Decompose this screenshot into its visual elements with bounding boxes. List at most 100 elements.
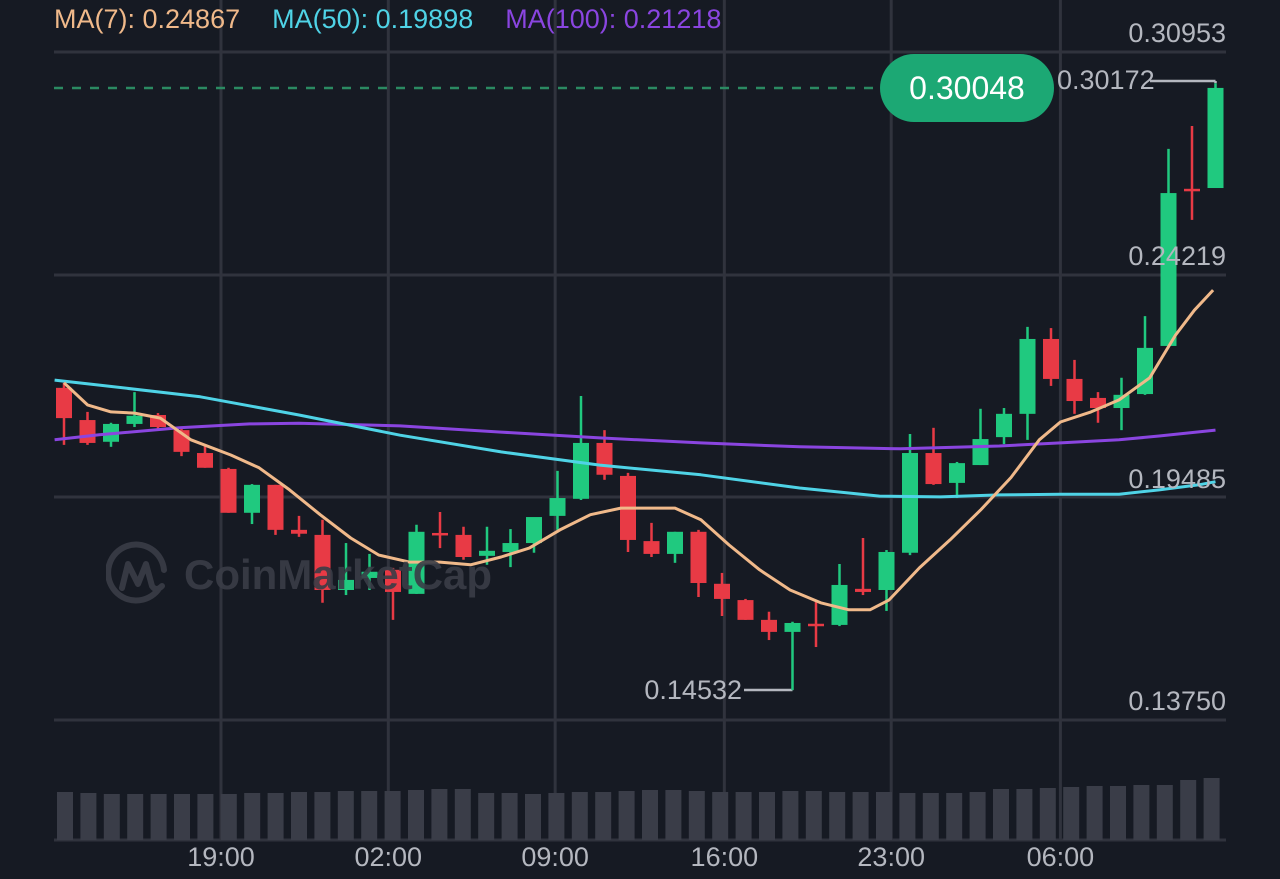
candle-body [831, 584, 848, 625]
volume-bar [525, 794, 541, 840]
candle-body [925, 453, 942, 485]
x-tick-label: 23:00 [857, 842, 925, 872]
candle-down [455, 526, 472, 560]
candle-down [314, 519, 331, 603]
candle-down [620, 472, 636, 552]
volume-bar [291, 792, 307, 840]
candle-body [996, 413, 1012, 438]
candle-down [761, 611, 777, 641]
x-tick-label: 19:00 [187, 842, 255, 872]
candle-up [902, 434, 918, 556]
candle-down [690, 529, 707, 597]
volume-bar [688, 791, 705, 840]
candle-down [1184, 125, 1200, 220]
volume-bar [174, 794, 190, 840]
candle-body [690, 531, 707, 584]
ma100-legend: MA(100): 0.21218 [505, 4, 722, 34]
volume-bar [782, 791, 799, 840]
volume-bar [922, 793, 939, 840]
candle-down [385, 567, 401, 620]
x-tick-label: 06:00 [1027, 842, 1095, 872]
volume-bar [618, 791, 635, 840]
candle-up [361, 553, 378, 590]
candle-body [197, 453, 213, 468]
candle-up [996, 408, 1012, 445]
candle-up [1207, 83, 1224, 189]
ma50-legend: MA(50): 0.19898 [272, 4, 474, 34]
candle-body [1207, 87, 1224, 189]
candle-down [714, 572, 730, 616]
candle-body [244, 484, 260, 513]
volume-bar [571, 792, 588, 840]
candle-up [1113, 377, 1130, 431]
candle-up [502, 529, 519, 568]
candle-down [291, 515, 307, 537]
moving-averages [54, 289, 1216, 612]
coinmarketcap-watermark: CoinMarketCap [106, 540, 492, 610]
volume-bar [431, 789, 448, 840]
candle-up [338, 543, 354, 596]
y-axis-label: 0.19485 [1128, 464, 1226, 494]
candle-body [432, 532, 448, 536]
candle-up [949, 461, 965, 499]
candle-down [925, 427, 942, 485]
axis-labels: 0.30953 0.24219 0.19485 0.13750 0.30172 … [644, 18, 1226, 716]
candle-body [1137, 347, 1153, 395]
candle-up [784, 621, 801, 691]
volume-bar [408, 790, 424, 840]
volume-bar [1063, 787, 1080, 840]
candle-body [855, 588, 871, 592]
ma-legend: MA(7): 0.24867 MA(50): 0.19898 MA(100): … [54, 4, 721, 35]
candle-body [502, 543, 519, 552]
volume-bar [1203, 778, 1220, 840]
volume-bar [759, 792, 775, 840]
candle-body [338, 579, 354, 590]
volume-bar [642, 790, 658, 840]
candle-body [573, 442, 589, 499]
candle-body [1019, 338, 1036, 414]
volume-bar [712, 792, 729, 840]
candle-up [972, 408, 989, 466]
candle-body [1090, 397, 1106, 409]
candle-body [455, 534, 472, 558]
candle-up [244, 484, 260, 525]
candle-down [197, 444, 213, 468]
volume-bar [220, 794, 237, 840]
current-price-badge: 0.30048 [880, 54, 1054, 122]
grid [54, 0, 1226, 842]
candle-body [314, 534, 331, 590]
ma-7-line [62, 289, 1215, 612]
y-axis-label: 0.24219 [1128, 241, 1226, 271]
candle-body [808, 623, 824, 627]
x-axis-ticks: 19:00 02:00 09:00 16:00 23:00 06:00 [187, 842, 1094, 872]
volume-bar [665, 790, 682, 840]
candle-body [479, 550, 495, 556]
candle-down [737, 598, 754, 620]
candle-body [126, 415, 143, 424]
candle-up [667, 531, 683, 563]
candle-body [643, 541, 660, 554]
candle-down [808, 602, 824, 648]
volume-bar [57, 792, 73, 840]
volume-bar [829, 792, 846, 840]
candle-body [761, 619, 777, 632]
candle-body [714, 583, 730, 599]
candle-body [902, 453, 918, 553]
candle-up [549, 470, 566, 530]
candle-body [549, 498, 566, 516]
volume-bar [267, 793, 284, 840]
candle-body [667, 531, 683, 554]
volume-bar [337, 791, 354, 840]
x-tick-label: 16:00 [691, 842, 759, 872]
candle-up [1160, 148, 1177, 346]
y-axis-label: 0.13750 [1128, 686, 1226, 716]
candle-body [1066, 378, 1083, 402]
candle-body [972, 439, 989, 466]
volume-bar [501, 793, 518, 840]
volume-bar [1180, 780, 1197, 840]
candle-body [949, 463, 965, 483]
volume-bar [127, 794, 144, 840]
volume-bar [946, 793, 963, 840]
candle-body [291, 529, 307, 534]
